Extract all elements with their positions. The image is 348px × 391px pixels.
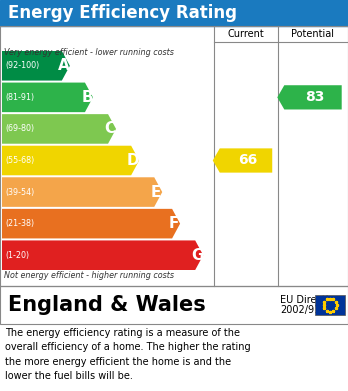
Text: (55-68): (55-68) [5, 156, 34, 165]
Polygon shape [213, 148, 272, 172]
Text: E: E [151, 185, 161, 199]
Text: Very energy efficient - lower running costs: Very energy efficient - lower running co… [4, 48, 174, 57]
Text: (39-54): (39-54) [5, 188, 34, 197]
Polygon shape [2, 177, 162, 207]
Polygon shape [2, 83, 93, 112]
Text: 2002/91/EC: 2002/91/EC [280, 305, 337, 315]
Text: Current: Current [228, 29, 264, 39]
Polygon shape [2, 209, 180, 239]
Text: Potential: Potential [292, 29, 334, 39]
Text: The energy efficiency rating is a measure of the
overall efficiency of a home. T: The energy efficiency rating is a measur… [5, 328, 251, 381]
Text: (21-38): (21-38) [5, 219, 34, 228]
Text: (92-100): (92-100) [5, 61, 39, 70]
Text: EU Directive: EU Directive [280, 295, 340, 305]
Polygon shape [2, 146, 139, 175]
Polygon shape [2, 51, 70, 81]
Text: G: G [191, 248, 204, 263]
Text: A: A [58, 58, 70, 73]
Bar [315, 295, 345, 315]
Text: Not energy efficient - higher running costs: Not energy efficient - higher running co… [4, 271, 174, 280]
Text: England & Wales: England & Wales [8, 295, 206, 315]
Polygon shape [2, 114, 116, 144]
Text: D: D [127, 153, 140, 168]
Text: (69-80): (69-80) [5, 124, 34, 133]
Bar [0, 286, 348, 324]
Text: (1-20): (1-20) [5, 251, 29, 260]
Text: F: F [169, 216, 179, 231]
Text: C: C [104, 122, 116, 136]
Bar [0, 26, 348, 286]
Text: 66: 66 [238, 154, 258, 167]
Text: Energy Efficiency Rating: Energy Efficiency Rating [8, 4, 237, 22]
Polygon shape [2, 240, 203, 270]
Text: (81-91): (81-91) [5, 93, 34, 102]
Text: 83: 83 [305, 90, 324, 104]
Polygon shape [277, 85, 342, 109]
Bar [0, 0, 348, 26]
Text: B: B [81, 90, 93, 105]
